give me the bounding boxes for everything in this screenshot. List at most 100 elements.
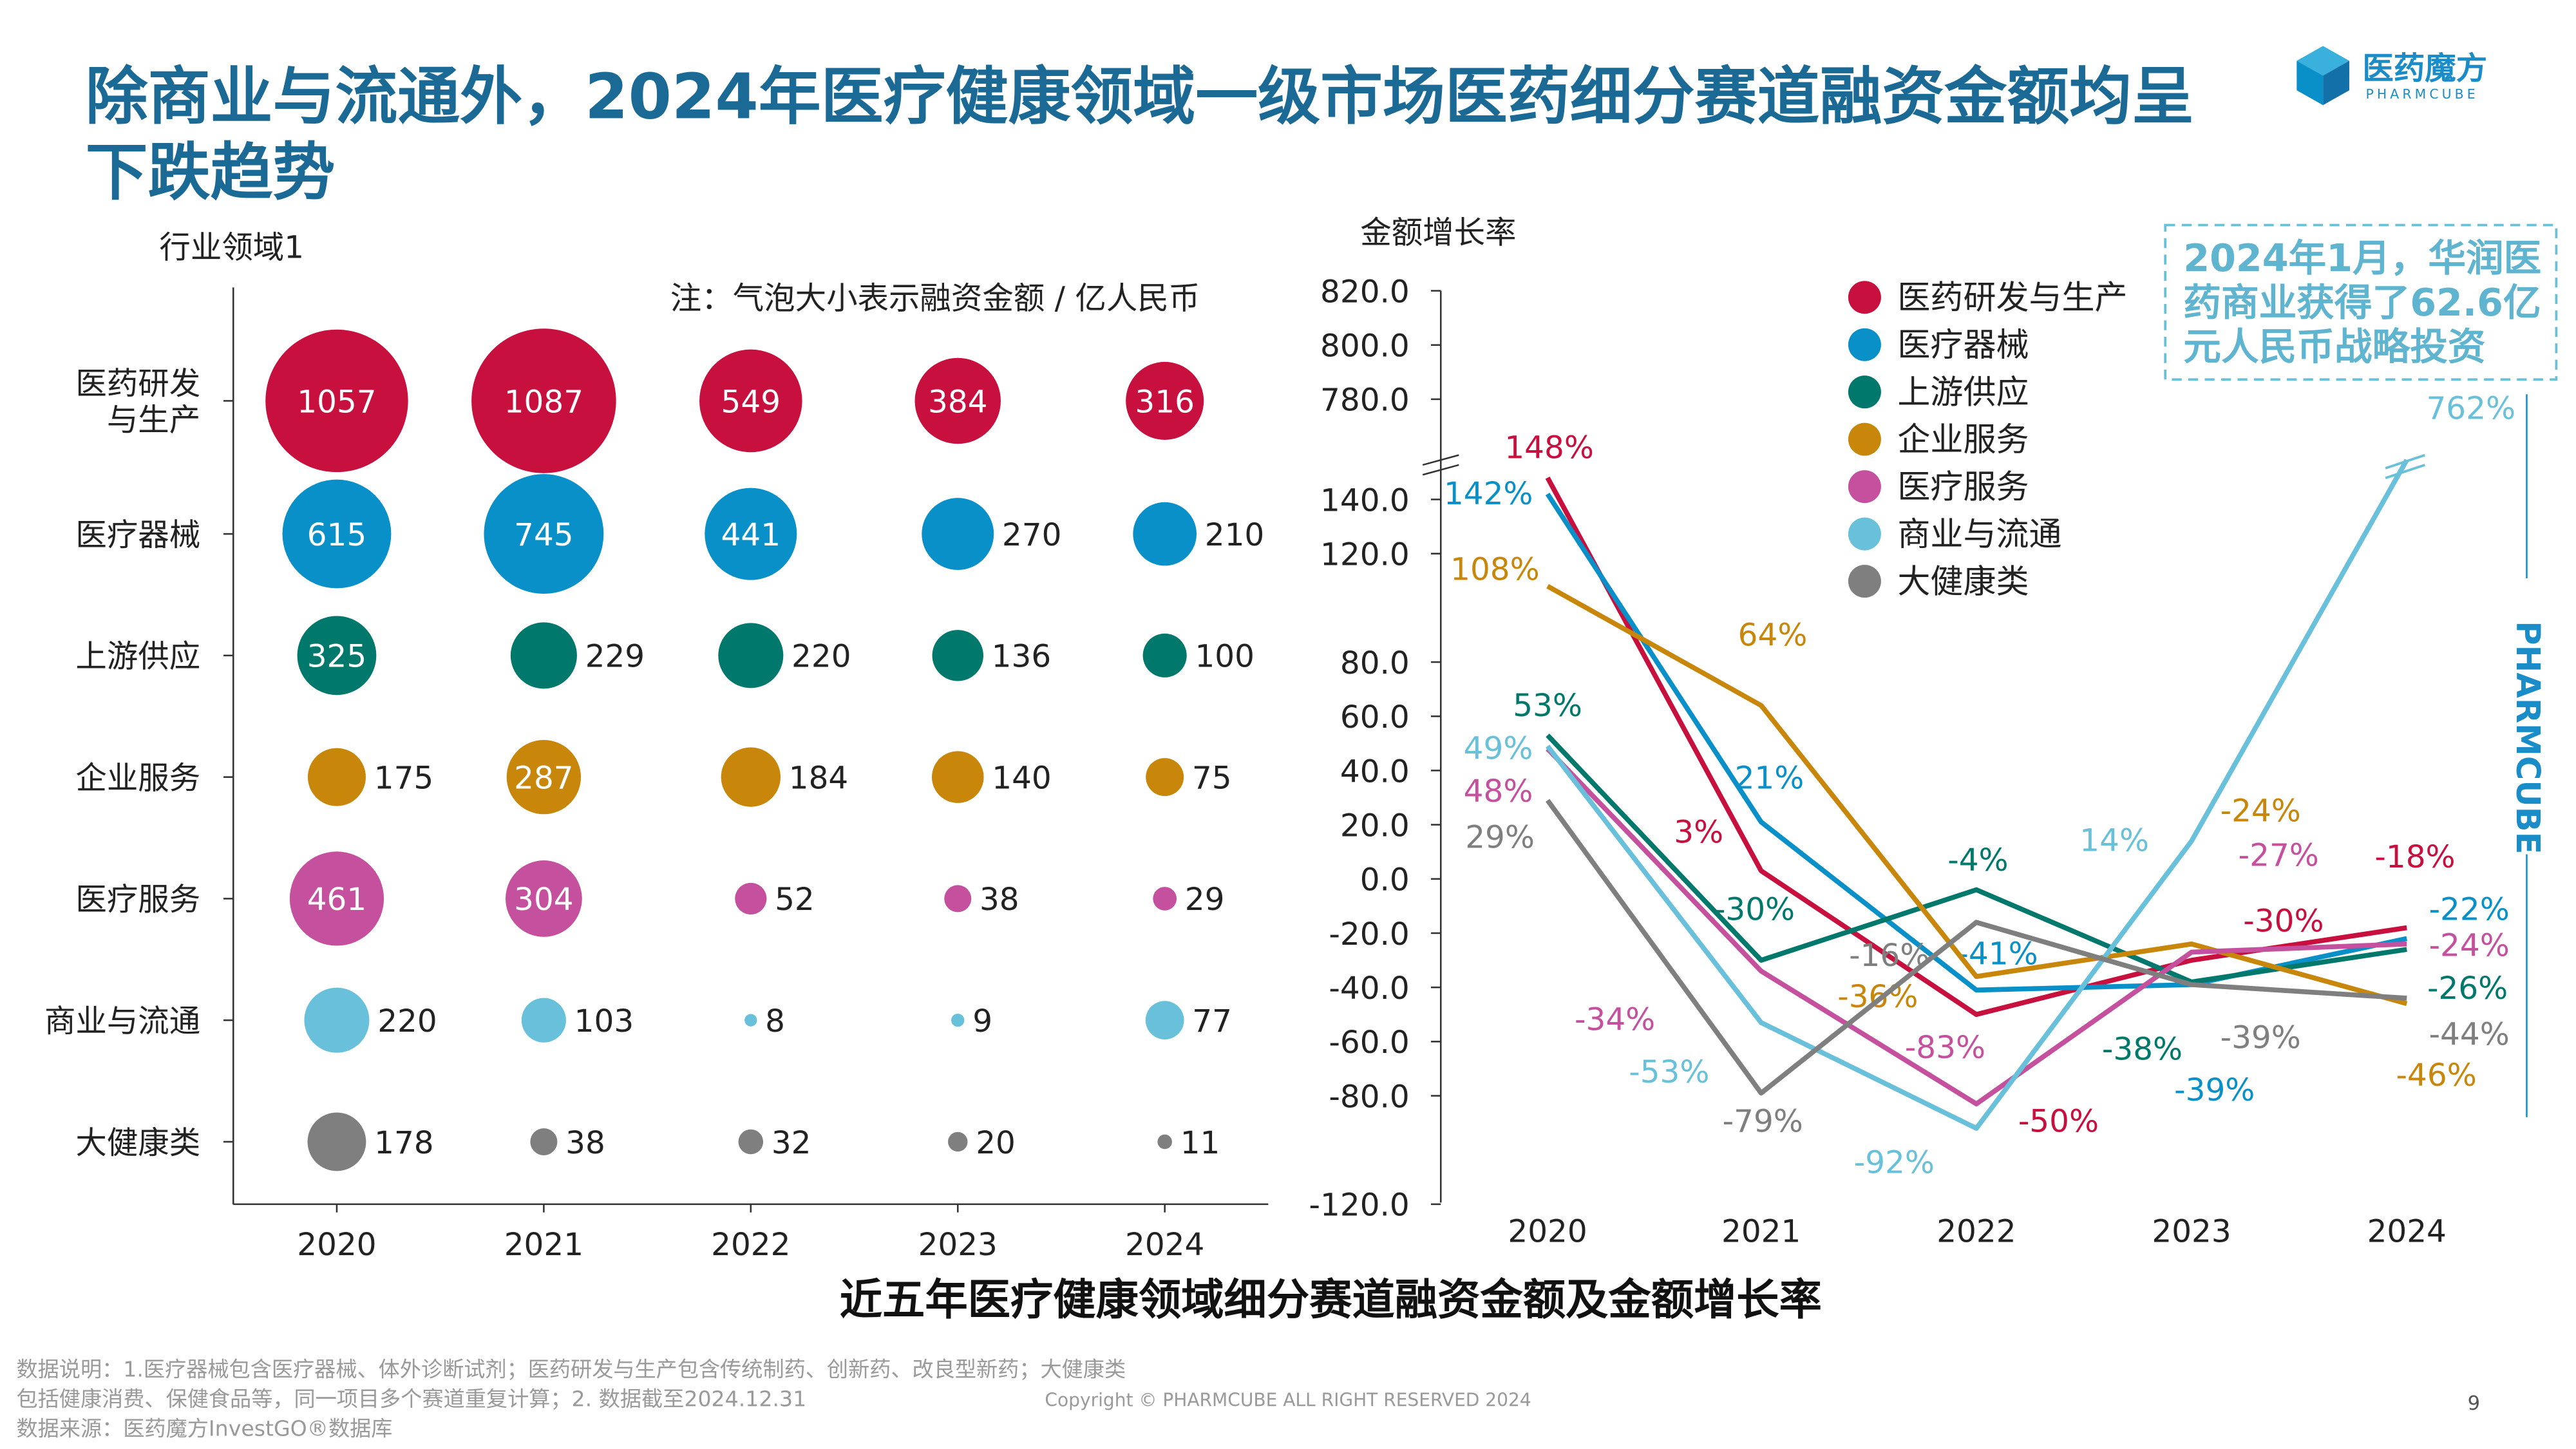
data-label: -44% — [2429, 1016, 2510, 1052]
row-label: 企业服务 — [75, 760, 200, 796]
y-tick-label: 140.0 — [1320, 482, 1410, 518]
legend-label: 大健康类 — [1897, 563, 2029, 601]
y-tick-label: 0.0 — [1360, 862, 1410, 898]
series-line — [1545, 799, 2407, 1096]
line-ylabel: 金额增长率 — [1360, 215, 1516, 251]
y-tick-label: 820.0 — [1320, 274, 1410, 310]
bubble — [530, 1128, 558, 1155]
bubble — [521, 998, 566, 1043]
annotation-box: 2024年1月，华润医 药商业获得了62.6亿 元人民币战略投资 — [2164, 223, 2558, 381]
annotation-line: 2024年1月，华润医 — [2183, 236, 2541, 280]
data-label: -30% — [1714, 892, 1795, 928]
data-label: -18% — [2374, 839, 2455, 875]
bubble — [510, 622, 577, 689]
row-label: 大健康类 — [75, 1125, 200, 1161]
bubble — [931, 751, 984, 803]
legend-label: 企业服务 — [1897, 421, 2029, 459]
series-line — [1546, 583, 2408, 1007]
x-tick-label: 2024 — [2367, 1214, 2447, 1250]
data-label: -26% — [2427, 971, 2508, 1007]
bubble — [699, 349, 802, 453]
line-chart: 金额增长率 820.0 800.0 780.0 140.0 120.0 80.0 60.0 4… — [1309, 215, 2515, 1250]
row-label: 医疗器械 — [75, 517, 200, 553]
bubble — [914, 357, 1001, 444]
bubble-label: 304 — [514, 882, 573, 918]
axis-break-icon — [1422, 454, 1459, 476]
bubble — [307, 748, 366, 806]
cube-logo-icon — [2297, 46, 2349, 106]
axis-break-icon — [2385, 464, 2425, 480]
bubble — [289, 851, 384, 946]
bubble — [721, 747, 781, 807]
data-label: -83% — [1905, 1030, 1985, 1066]
x-tick-label: 2021 — [1721, 1214, 1801, 1250]
data-label: -92% — [1854, 1144, 1935, 1180]
bubble-label: 270 — [1002, 517, 1061, 553]
bubble-label: 136 — [992, 639, 1051, 675]
bubble-label: 77 — [1192, 1003, 1232, 1039]
x-tick-label: 2020 — [1508, 1214, 1587, 1250]
bubble-label: 11 — [1180, 1125, 1220, 1161]
data-label: -50% — [2018, 1104, 2099, 1140]
y-tick-label: 120.0 — [1320, 537, 1410, 573]
bubble — [1145, 1001, 1184, 1040]
bubble — [282, 479, 392, 589]
row-label: 医疗服务 — [75, 882, 200, 918]
bubble-label: 100 — [1195, 639, 1254, 675]
data-label: 53% — [1513, 688, 1582, 724]
data-label: -38% — [2102, 1031, 2183, 1067]
y-tick-label: -120.0 — [1309, 1188, 1410, 1224]
bubble-label: 184 — [789, 760, 848, 796]
chart-title: 近五年医疗健康领域细分赛道融资金额及金额增长率 — [840, 1274, 1822, 1325]
bubble-label: 178 — [374, 1125, 433, 1161]
bubble — [1142, 633, 1187, 677]
legend-label: 上游供应 — [1897, 374, 2029, 412]
legend-marker — [1848, 517, 1881, 551]
y-tick-label: 800.0 — [1320, 328, 1410, 365]
legend-label: 商业与流通 — [1897, 516, 2061, 554]
series-line — [1546, 459, 2409, 1131]
bubble — [471, 328, 616, 473]
y-tick-label: -60.0 — [1329, 1025, 1409, 1061]
data-label: -79% — [1723, 1104, 1803, 1140]
bubble-label: 20 — [976, 1125, 1016, 1161]
bubble-label: 29 — [1185, 882, 1225, 918]
data-label: 48% — [1464, 773, 1533, 810]
legend-marker — [1848, 281, 1881, 314]
bubble-label: 210 — [1205, 517, 1264, 553]
bubble-label: 615 — [307, 517, 366, 553]
bubble — [1153, 887, 1177, 911]
bubble-label: 103 — [574, 1003, 634, 1039]
data-label: -39% — [2221, 1020, 2301, 1056]
bubble — [304, 987, 370, 1053]
data-label: 762% — [2426, 391, 2515, 427]
page-title-line2: 下跌趋势 — [86, 136, 336, 209]
y-tick-label: 40.0 — [1340, 753, 1410, 790]
row-label: 商业与流通 — [44, 1003, 200, 1039]
bubble — [951, 1013, 965, 1027]
bubble — [735, 882, 767, 914]
bubble — [1133, 502, 1197, 566]
data-label: 148% — [1504, 430, 1594, 466]
bubble-label: 549 — [721, 384, 781, 420]
row-label: 医药研发 — [75, 366, 200, 402]
bubble-label: 461 — [307, 882, 366, 918]
data-label: -53% — [1629, 1054, 1709, 1090]
legend-marker — [1848, 565, 1881, 598]
x-tick-label: 2024 — [1125, 1227, 1204, 1263]
bubble — [297, 616, 377, 696]
x-tick-label: 2022 — [711, 1227, 790, 1263]
data-label: 108% — [1450, 552, 1540, 588]
bubble-label: 38 — [565, 1125, 605, 1161]
data-label: -24% — [2221, 793, 2301, 829]
bubble — [944, 885, 972, 913]
bubble — [1157, 1134, 1172, 1150]
bubble — [738, 1129, 764, 1155]
bubble-label: 1087 — [504, 384, 583, 420]
copyright: Copyright © PHARMCUBE ALL RIGHT RESERVED… — [1045, 1390, 1531, 1411]
x-tick-label: 2022 — [1937, 1214, 2016, 1250]
data-label: -24% — [2429, 928, 2510, 964]
y-tick-label: -20.0 — [1329, 916, 1409, 952]
annotation-line: 元人民币战略投资 — [2183, 325, 2485, 369]
data-label: -30% — [2243, 903, 2324, 939]
